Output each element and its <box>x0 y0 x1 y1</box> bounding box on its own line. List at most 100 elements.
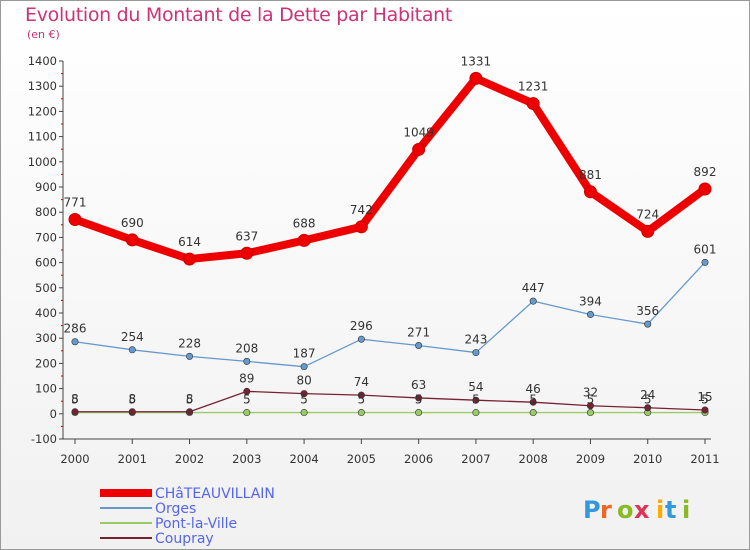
logo-letter: x <box>634 496 650 524</box>
data-label: 5 <box>186 393 194 407</box>
data-point <box>641 224 655 238</box>
y-tick-label: 900 <box>35 180 57 194</box>
data-point <box>586 402 594 410</box>
logo-letter: i <box>682 496 690 524</box>
data-label: 243 <box>464 333 487 347</box>
data-label: 74 <box>354 375 369 389</box>
data-point <box>586 311 594 319</box>
data-point <box>186 408 194 416</box>
data-label: 892 <box>694 165 717 179</box>
data-point <box>300 390 308 398</box>
data-label: 46 <box>526 382 541 396</box>
data-label: 63 <box>411 378 426 392</box>
data-point <box>125 233 139 247</box>
data-point <box>71 408 79 416</box>
data-label: 688 <box>293 216 316 230</box>
data-point <box>701 406 709 414</box>
y-tick-label: 100 <box>35 382 57 396</box>
x-tick-label: 2008 <box>519 452 548 466</box>
data-point <box>415 409 423 417</box>
x-tick-label: 2001 <box>118 452 147 466</box>
y-tick-label: 1100 <box>28 130 57 144</box>
x-tick-label: 2007 <box>461 452 490 466</box>
data-label: 5 <box>415 393 423 407</box>
series-line <box>74 390 706 413</box>
data-label: 394 <box>579 295 602 309</box>
logo-letter: P <box>583 496 601 524</box>
data-label: 271 <box>407 326 430 340</box>
data-point <box>186 352 194 360</box>
x-tick-label: 2003 <box>232 452 261 466</box>
data-point <box>583 185 597 199</box>
y-tick-label: 500 <box>35 281 57 295</box>
labels-3: 8 8 8 89 80 74 63 54 46 32 24 15 <box>71 371 712 405</box>
data-label: 89 <box>239 371 254 385</box>
data-label: 5 <box>71 393 79 407</box>
data-label: 5 <box>587 393 595 407</box>
data-point <box>128 408 136 416</box>
labels-1: 286 254 228 208 187 296 271 243 447 394 356 601 <box>64 242 717 360</box>
data-label: 254 <box>121 330 144 344</box>
data-label: 881 <box>579 168 602 182</box>
x-tick-label: 2011 <box>690 452 719 466</box>
data-point <box>472 409 480 417</box>
y-tick-label: 0 <box>50 407 57 421</box>
logo-letter: o <box>617 496 634 524</box>
data-point <box>469 71 483 85</box>
data-point <box>526 97 540 111</box>
data-point <box>529 398 537 406</box>
y-tick-label: 700 <box>35 230 57 244</box>
data-label: 447 <box>522 281 545 295</box>
data-label: 24 <box>640 388 655 402</box>
x-tick-label: 2002 <box>175 452 204 466</box>
data-point <box>243 387 251 395</box>
data-point <box>128 346 136 354</box>
data-point <box>586 409 594 417</box>
x-tick-label: 2010 <box>633 452 662 466</box>
data-point <box>243 357 251 365</box>
chart-title: Evolution du Montant de la Dette par Hab… <box>25 4 453 26</box>
y-tick-label: 600 <box>35 256 57 270</box>
y-tick-label: 1000 <box>28 155 57 169</box>
labels-2: 5 5 5 5 5 5 5 5 5 5 5 5 <box>71 393 709 407</box>
data-point <box>68 213 82 227</box>
data-label: 228 <box>178 336 201 350</box>
data-point <box>644 404 652 412</box>
data-point <box>354 220 368 234</box>
x-tick-label: 2009 <box>576 452 605 466</box>
data-point <box>472 349 480 357</box>
x-tick-label: 2000 <box>60 452 89 466</box>
y-tick-label: 400 <box>35 306 57 320</box>
y-tick-label: 300 <box>35 331 57 345</box>
data-point <box>412 142 426 156</box>
data-point <box>701 258 709 266</box>
data-point <box>243 409 251 417</box>
data-label: 5 <box>243 393 251 407</box>
data-label: 5 <box>644 393 652 407</box>
series-2 <box>71 409 709 417</box>
logo-letter: r <box>600 496 612 524</box>
data-point <box>698 182 712 196</box>
legend-label: Orges <box>155 501 196 517</box>
data-label: 8 <box>128 392 136 406</box>
data-label: 1231 <box>518 80 549 94</box>
series-1 <box>71 258 709 371</box>
data-point <box>71 338 79 346</box>
x-tick-label: 2005 <box>347 452 376 466</box>
data-label: 286 <box>64 322 87 336</box>
data-point <box>357 335 365 343</box>
data-point <box>472 396 480 404</box>
data-label: 15 <box>697 390 712 404</box>
data-point <box>300 363 308 371</box>
data-label: 80 <box>296 374 311 388</box>
data-label: 296 <box>350 319 373 333</box>
data-label: 187 <box>293 347 316 361</box>
data-label: 724 <box>636 207 659 221</box>
data-label: 5 <box>472 393 480 407</box>
data-label: 771 <box>64 196 87 210</box>
data-label: 356 <box>636 304 659 318</box>
